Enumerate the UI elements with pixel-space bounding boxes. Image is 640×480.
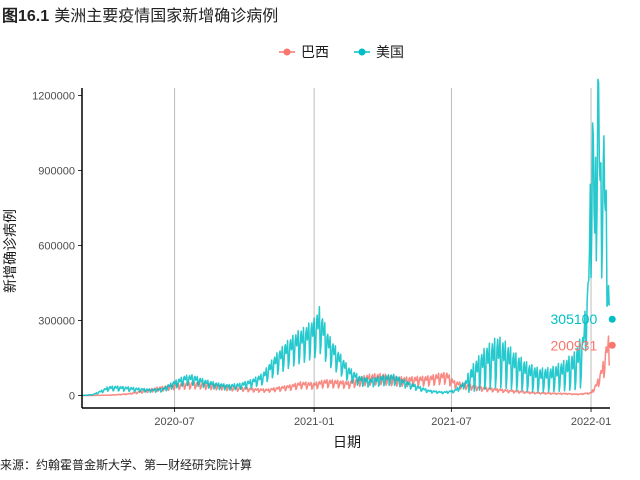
x-tick-label: 2022-01 xyxy=(571,416,611,428)
grid xyxy=(174,88,592,408)
legend-swatch-point xyxy=(358,48,366,56)
legend-label: 美国 xyxy=(376,45,404,61)
axes xyxy=(78,88,610,412)
y-tick-label: 300000 xyxy=(38,316,75,328)
x-tick-label: 2020-07 xyxy=(154,416,194,428)
series-end-point xyxy=(608,315,616,323)
x-axis-title: 日期 xyxy=(333,435,361,451)
series-line-1 xyxy=(81,78,610,397)
chart: 巴西 美国 2020-07 2021-01 2021-07 2022-01 0 300000… xyxy=(3,45,616,451)
y-tick-label: 600000 xyxy=(38,241,75,253)
figure-number: 图16.1 xyxy=(2,8,50,25)
x-tick-label: 2021-01 xyxy=(294,416,334,428)
tick-labels: 2020-07 2021-01 2021-07 2022-01 0 300000 60000… xyxy=(32,91,611,429)
legend: 巴西 美国 xyxy=(279,45,404,61)
series-end-label: 200931 xyxy=(551,337,598,353)
y-tick-label: 1200000 xyxy=(32,91,75,103)
y-tick-label: 0 xyxy=(69,391,75,403)
legend-swatch-point xyxy=(283,48,291,56)
series-layer xyxy=(81,78,610,397)
figure-title-text: 美洲主要疫情国家新增确诊病例 xyxy=(54,6,279,25)
figure-title: 图16.1 美洲主要疫情国家新增确诊病例 xyxy=(2,2,278,26)
end-labels: 200931 305100 xyxy=(551,311,616,353)
source-note: 来源：约翰霍普金斯大学、第一财经研究院计算 xyxy=(0,458,253,472)
series-end-label: 305100 xyxy=(551,311,598,327)
series-end-point xyxy=(608,341,616,349)
y-tick-label: 900000 xyxy=(38,166,75,178)
legend-label: 巴西 xyxy=(301,45,329,61)
x-tick-label: 2021-07 xyxy=(431,416,471,428)
y-axis-title: 新增确诊病例 xyxy=(3,209,19,293)
